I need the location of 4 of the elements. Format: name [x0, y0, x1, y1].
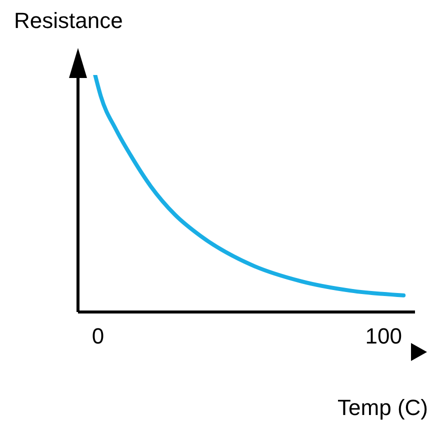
x-axis-title: Temp (C): [338, 395, 428, 421]
y-axis-title: Resistance: [14, 8, 123, 34]
x-tick-label: 0: [92, 324, 104, 349]
x-tick-label: 100: [365, 324, 402, 349]
